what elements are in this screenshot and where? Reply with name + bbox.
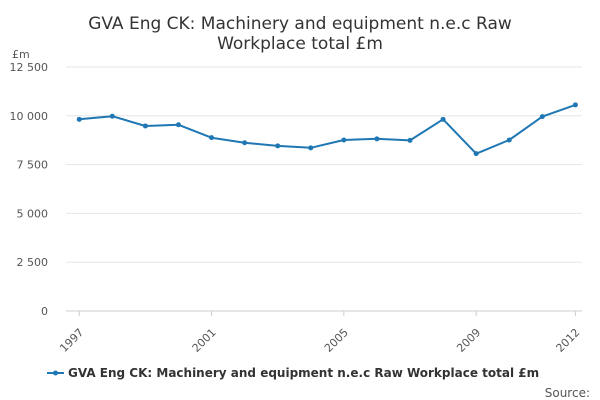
chart-title-line-1: GVA Eng CK: Machinery and equipment n.e.… [88,14,512,34]
grid-lines [66,66,582,312]
series-layer [76,102,578,157]
y-axis-ticks: 0 2 500 5 000 7 500 10 000 12 500 [10,61,49,318]
data-point-2003[interactable] [275,143,281,149]
data-point-2000[interactable] [175,122,181,128]
y-axis-unit: £m [12,48,30,61]
chart-title-line-2: Workplace total £m [217,34,383,54]
y-tick-label: 0 [41,305,48,318]
source-label: Source: [545,386,590,400]
y-tick-label: 5 000 [17,207,49,220]
data-point-1999[interactable] [142,123,148,129]
data-point-2007[interactable] [407,137,413,143]
series-line [79,103,576,155]
x-tick-label: 1997 [57,326,86,355]
legend-entry-label: GVA Eng CK: Machinery and equipment n.e.… [68,366,539,380]
legend: GVA Eng CK: Machinery and equipment n.e.… [47,366,539,380]
data-point-2011[interactable] [539,114,545,120]
data-point-2001[interactable] [209,135,215,141]
y-tick-label: 12 500 [10,61,49,74]
y-tick-label: 10 000 [10,110,49,123]
y-tick-label: 2 500 [17,256,49,269]
data-point-1998[interactable] [109,113,115,119]
x-tick-label: 2001 [190,326,219,355]
x-tick-label: 2009 [454,326,483,355]
data-point-2012[interactable] [572,102,578,108]
legend-marker-icon [53,370,58,376]
data-point-2009[interactable] [473,151,479,157]
data-point-2004[interactable] [308,145,314,151]
data-point-1997[interactable] [76,116,82,122]
x-axis-ticks: 1997 2001 2005 2009 2012 [57,311,583,355]
data-point-2005[interactable] [341,137,347,143]
x-tick-label: 2005 [322,326,351,355]
data-point-2008[interactable] [440,116,446,122]
x-tick-label: 2012 [554,326,583,355]
data-point-2006[interactable] [374,136,380,142]
y-tick-label: 7 500 [17,159,49,172]
data-point-2002[interactable] [242,140,248,146]
data-point-2010[interactable] [506,137,512,143]
